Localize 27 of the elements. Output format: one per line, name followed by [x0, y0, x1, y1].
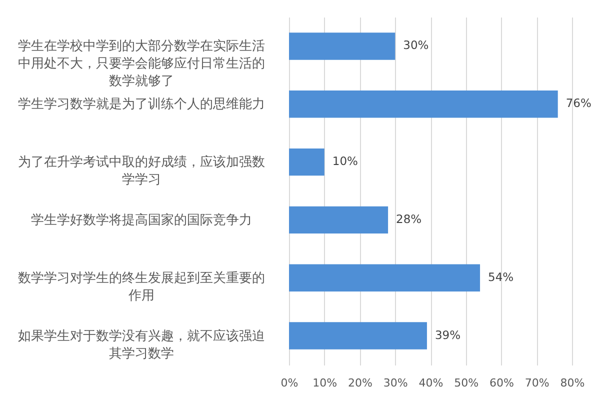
data-label: 39%	[434, 328, 461, 342]
bar	[289, 322, 427, 350]
y-tick-label: 学生在学校中学到的大部分数学在实际生活中用处不大，只要学会能够应付日常生活的数学就够了	[18, 39, 265, 90]
y-tick-label: 学生学好数学将提高国家的国际竞争力	[31, 212, 252, 228]
x-tick-label: 40%	[418, 376, 444, 390]
y-tick-label: 为了在升学考试中取的好成绩，应该加强数学学习	[18, 154, 265, 188]
y-tick-label: 学生学习数学就是为了训练个人的思维能力	[18, 97, 265, 112]
x-tick-label: 50%	[454, 376, 479, 390]
data-label: 30%	[403, 38, 429, 52]
x-tick-label: 60%	[490, 376, 514, 390]
bar	[289, 148, 324, 176]
y-tick-label: 数学学习对学生的终生发展起到至关重要的作用	[18, 270, 265, 304]
x-tick-label: 80%	[560, 376, 585, 390]
y-tick-label: 如果学生对于数学没有兴趣，就不应该强迫其学习数学	[18, 328, 265, 362]
bar	[289, 90, 558, 118]
x-tick-label: 30%	[383, 376, 408, 390]
x-tick-label: 20%	[348, 376, 372, 390]
bar	[289, 264, 480, 292]
bar	[289, 32, 396, 60]
x-tick-label: 70%	[524, 376, 550, 390]
bar	[289, 206, 388, 234]
x-tick-label: 10%	[312, 376, 338, 390]
x-tick-label: 0%	[280, 376, 298, 390]
data-label: 54%	[488, 270, 514, 284]
data-label: 76%	[566, 96, 592, 110]
data-label: 28%	[396, 212, 422, 226]
data-label: 10%	[332, 154, 358, 168]
